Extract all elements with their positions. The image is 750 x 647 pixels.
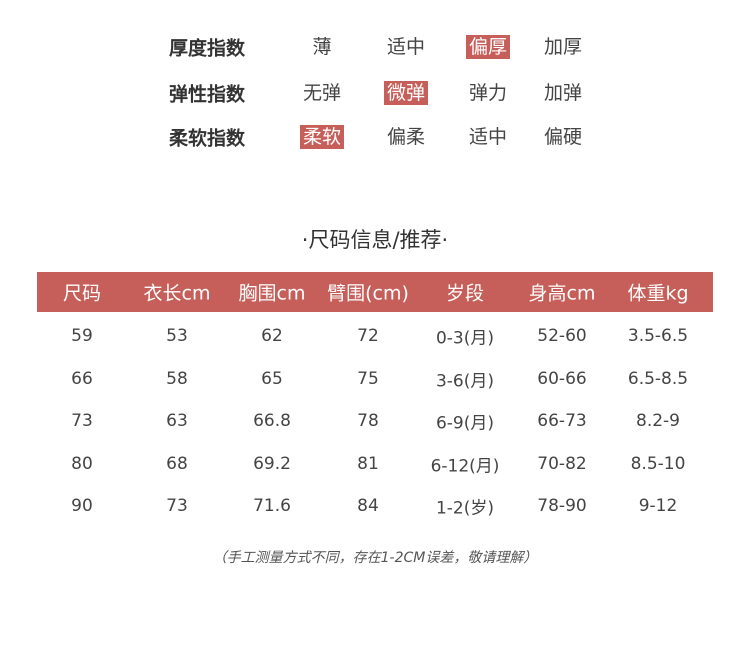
index-option-selected: 微弹 xyxy=(383,81,429,105)
column-header: 胸围cm xyxy=(238,282,306,305)
table-cell: 71.6 xyxy=(253,496,291,516)
index-option: 薄 xyxy=(312,36,332,58)
table-cell: 1-2(岁) xyxy=(435,498,495,519)
index-option-selected: 柔软 xyxy=(299,125,345,149)
table-cell: 66 xyxy=(71,369,93,389)
column-header: 岁段 xyxy=(445,282,485,305)
index-label: 弹性指数 xyxy=(168,83,246,106)
index-option: 弹力 xyxy=(468,82,508,104)
column-header: 尺码 xyxy=(62,282,102,305)
column-header: 体重kg xyxy=(627,282,689,305)
table-cell: 3-6(月) xyxy=(435,371,495,392)
table-cell: 78 xyxy=(357,411,379,431)
table-cell: 6-9(月) xyxy=(435,413,495,434)
table-cell: 66.8 xyxy=(253,411,291,431)
table-cell: 69.2 xyxy=(253,454,291,474)
table-cell: 59 xyxy=(71,326,93,346)
table-cell: 72 xyxy=(357,326,379,346)
index-option: 加厚 xyxy=(543,36,583,58)
index-option: 无弹 xyxy=(302,82,342,104)
table-cell: 3.5-6.5 xyxy=(627,326,689,346)
table-cell: 8.2-9 xyxy=(636,411,680,431)
size-section-title: ·尺码信息/推荐· xyxy=(301,228,449,252)
table-cell: 8.5-10 xyxy=(630,454,686,474)
table-cell: 6-12(月) xyxy=(430,456,500,477)
table-cell: 0-3(月) xyxy=(435,328,495,349)
table-cell: 65 xyxy=(261,369,283,389)
size-table-header: 尺码 衣长cm 胸围cm 臂围(cm) 岁段 身高cm 体重kg xyxy=(37,272,713,312)
index-option: 适中 xyxy=(386,36,426,58)
table-cell: 78-90 xyxy=(537,496,587,516)
table-cell: 73 xyxy=(71,411,93,431)
table-cell: 58 xyxy=(166,369,188,389)
measurement-note: （手工测量方式不同，存在1-2CM误差，敬请理解） xyxy=(212,550,538,566)
table-cell: 52-60 xyxy=(537,326,587,346)
table-cell: 53 xyxy=(166,326,188,346)
column-header: 臂围(cm) xyxy=(327,282,409,305)
table-cell: 62 xyxy=(261,326,283,346)
index-option: 加弹 xyxy=(543,82,583,104)
table-cell: 68 xyxy=(166,454,188,474)
column-header: 衣长cm xyxy=(143,282,211,305)
index-option: 偏柔 xyxy=(386,126,426,148)
table-cell: 70-82 xyxy=(537,454,587,474)
table-cell: 6.5-8.5 xyxy=(627,369,689,389)
index-option: 适中 xyxy=(468,126,508,148)
table-cell: 84 xyxy=(357,496,379,516)
index-label: 柔软指数 xyxy=(168,127,246,150)
column-header: 身高cm xyxy=(528,282,596,305)
table-cell: 60-66 xyxy=(537,369,587,389)
table-cell: 75 xyxy=(357,369,379,389)
table-cell: 9-12 xyxy=(638,496,678,516)
table-cell: 90 xyxy=(71,496,93,516)
table-cell: 63 xyxy=(166,411,188,431)
index-option-selected: 偏厚 xyxy=(465,35,511,59)
table-cell: 80 xyxy=(71,454,93,474)
table-cell: 66-73 xyxy=(537,411,587,431)
index-option: 偏硬 xyxy=(543,126,583,148)
table-cell: 73 xyxy=(166,496,188,516)
index-label: 厚度指数 xyxy=(168,37,246,60)
table-cell: 81 xyxy=(357,454,379,474)
